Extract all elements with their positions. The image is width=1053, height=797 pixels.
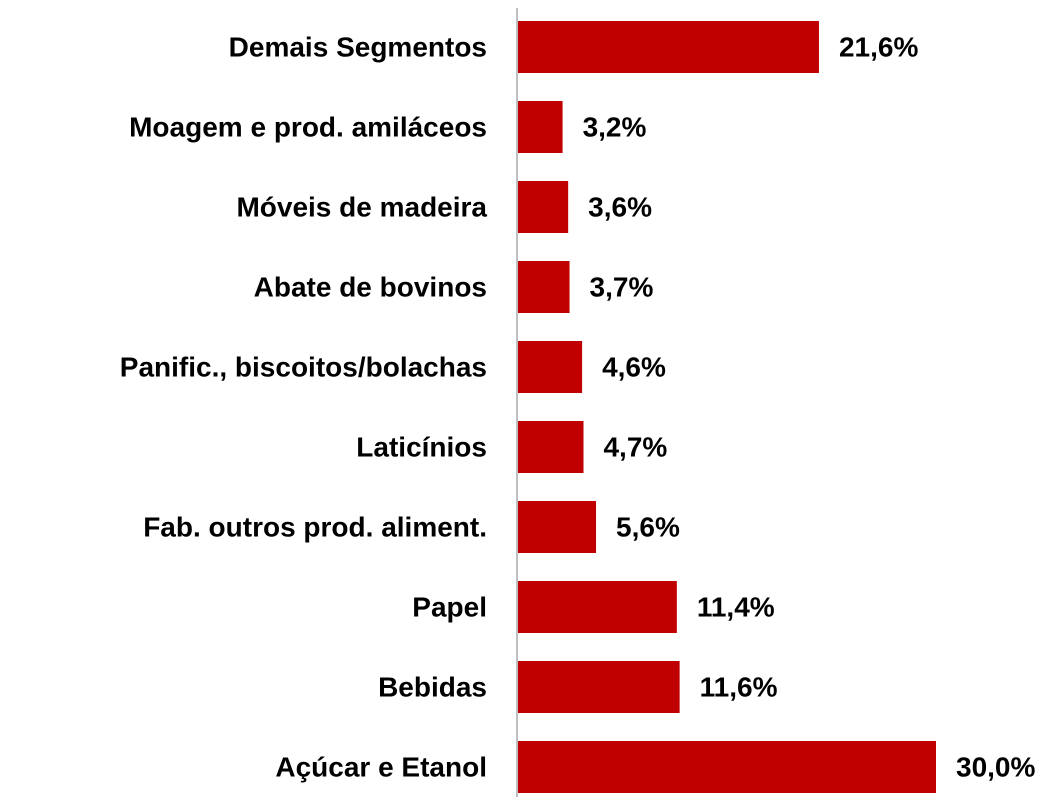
- bar: [518, 261, 570, 313]
- category-label: Móveis de madeira: [236, 191, 487, 222]
- bar: [518, 341, 583, 393]
- data-label: 3,2%: [583, 111, 647, 142]
- data-label: 30,0%: [956, 751, 1035, 782]
- bar: [518, 501, 597, 553]
- category-label: Fab. outros prod. aliment.: [143, 511, 487, 542]
- data-label: 11,6%: [700, 671, 778, 702]
- bar: [518, 741, 936, 793]
- data-label: 21,6%: [839, 31, 918, 62]
- bar: [518, 421, 584, 473]
- category-label: Abate de bovinos: [254, 271, 487, 302]
- data-label: 5,6%: [616, 511, 680, 542]
- bar: [518, 661, 680, 713]
- bar: [518, 101, 563, 153]
- category-label: Demais Segmentos: [229, 31, 487, 62]
- bar: [518, 21, 819, 73]
- data-label: 3,6%: [588, 191, 652, 222]
- category-label: Moagem e prod. amiláceos: [129, 111, 487, 142]
- data-label: 3,7%: [590, 271, 654, 302]
- category-label: Panific., biscoitos/bolachas: [120, 351, 487, 382]
- category-label: Bebidas: [378, 671, 487, 702]
- data-label: 4,7%: [603, 431, 667, 462]
- category-label: Açúcar e Etanol: [275, 751, 487, 782]
- bar: [518, 181, 569, 233]
- data-label: 11,4%: [697, 591, 775, 622]
- category-label: Papel: [412, 591, 487, 622]
- bar: [518, 581, 677, 633]
- data-label: 4,6%: [602, 351, 666, 382]
- category-label: Laticínios: [356, 431, 487, 462]
